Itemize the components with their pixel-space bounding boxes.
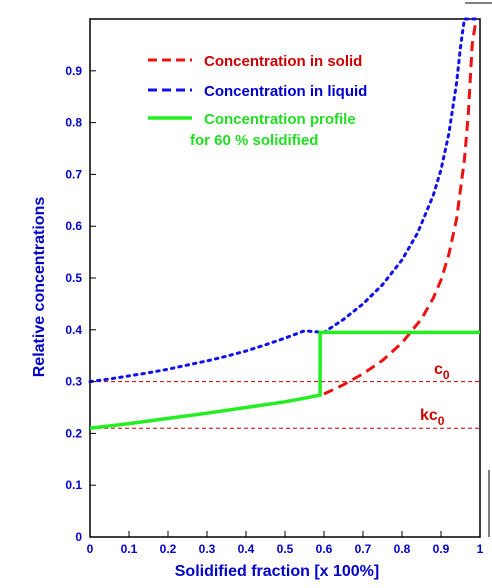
x-axis-ticks: 0 0.1 0.2 0.3 0.4 0.5 0.6 0.7 0.8 0.9 1 bbox=[87, 531, 484, 556]
legend-label-profile-line2: for 60 % solidified bbox=[190, 132, 318, 149]
series-solid-curve bbox=[323, 18, 478, 396]
x-tick-label: 0.5 bbox=[277, 542, 294, 556]
x-tick-label: 1 bbox=[477, 542, 484, 556]
series-layer bbox=[88, 17, 480, 430]
y-tick-label: 0.9 bbox=[65, 64, 82, 78]
annotation-kc0: kc0 bbox=[420, 407, 445, 428]
x-tick-label: 0 bbox=[87, 542, 94, 556]
annotation-kc0-sub: 0 bbox=[438, 414, 445, 428]
y-tick-label: 0.1 bbox=[65, 478, 82, 492]
y-tick-label: 0.8 bbox=[65, 116, 82, 130]
y-tick-label: 0.5 bbox=[65, 271, 82, 285]
y-tick-label: 0 bbox=[75, 530, 82, 544]
x-tick-label: 0.9 bbox=[433, 542, 450, 556]
x-tick-label: 0.8 bbox=[394, 542, 411, 556]
y-tick-label: 0.3 bbox=[65, 375, 82, 389]
y-tick-label: 0.2 bbox=[65, 426, 82, 440]
x-tick-label: 0.2 bbox=[160, 542, 177, 556]
y-tick-label: 0.4 bbox=[65, 323, 82, 337]
legend: Concentration in solid Concentration in … bbox=[148, 53, 367, 149]
y-tick-label: 0.6 bbox=[65, 219, 82, 233]
series-liquid-curve bbox=[88, 17, 478, 384]
annotation-c0-sub: 0 bbox=[443, 368, 450, 382]
series-profile-line bbox=[89, 330, 480, 430]
x-tick-label: 0.1 bbox=[121, 542, 138, 556]
reference-lines bbox=[90, 381, 480, 429]
legend-label-profile-line1: Concentration profile bbox=[204, 111, 356, 128]
annotation-kc0-main: kc bbox=[420, 407, 438, 424]
x-tick-label: 0.4 bbox=[238, 542, 255, 556]
legend-label-liquid: Concentration in liquid bbox=[204, 83, 367, 100]
legend-label-solid: Concentration in solid bbox=[204, 53, 362, 70]
annotation-c0: c0 bbox=[434, 361, 450, 382]
x-tick-label: 0.6 bbox=[316, 542, 333, 556]
y-tick-label: 0.7 bbox=[65, 167, 82, 181]
x-tick-label: 0.3 bbox=[199, 542, 216, 556]
x-axis-title: Solidified fraction [x 100%] bbox=[175, 563, 379, 580]
x-tick-label: 0.7 bbox=[355, 542, 372, 556]
y-axis-ticks: 0 0.1 0.2 0.3 0.4 0.5 0.6 0.7 0.8 0.9 bbox=[65, 64, 96, 544]
y-axis-title: Relative concentrations bbox=[31, 197, 48, 378]
annotation-c0-main: c bbox=[434, 361, 443, 378]
